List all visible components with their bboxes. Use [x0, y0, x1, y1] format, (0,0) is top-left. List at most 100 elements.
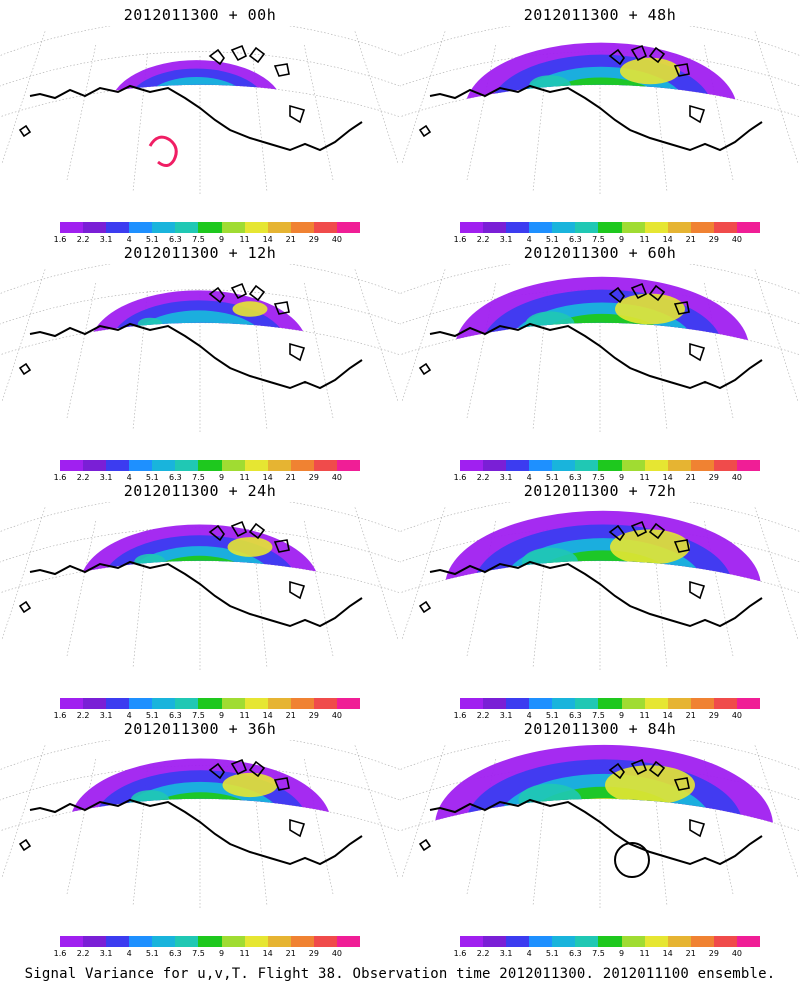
coastline	[429, 322, 763, 390]
coastline-islands	[18, 520, 306, 614]
colorbar-ticks: 1.6 2.2 3.1 4 5.1 6.3 7.5 9 11 14 21 29 40	[454, 711, 760, 721]
colorbar-ticks: 1.6 2.2 3.1 4 5.1 6.3 7.5 9 11 14 21 29 40	[454, 473, 760, 483]
colorbar-tick-label: 1.6	[53, 711, 67, 720]
colorbar-tick-label: 7.5	[592, 711, 605, 720]
colorbar-tick-label: 1.6	[53, 949, 67, 958]
colorbar-ticks: 1.6 2.2 3.1 4 5.1 6.3 7.5 9 11 14 21 29 40	[454, 949, 760, 959]
colorbar	[60, 698, 361, 709]
panel-title: 2012011300 + 84h	[523, 720, 677, 738]
colorbar-segment	[106, 936, 130, 947]
colorbar-segment	[290, 936, 314, 947]
colorbar-segment	[598, 936, 622, 947]
coastline-islands	[418, 520, 706, 614]
colorbar-tick-label: 9	[218, 235, 225, 244]
colorbar-segment	[598, 222, 622, 233]
variance-map	[400, 502, 800, 672]
colorbar-tick-label: 3.1	[499, 235, 513, 244]
colorbar-segment	[267, 222, 291, 233]
colorbar-tick-label: 29	[308, 949, 319, 958]
colorbar-segment	[83, 222, 107, 233]
colorbar-segment	[198, 698, 222, 709]
variance-map	[400, 26, 800, 196]
colorbar-tick-label: 6.3	[169, 711, 182, 720]
colorbar-tick-label: 11	[639, 235, 650, 244]
colorbar-tick-label: 40	[731, 473, 743, 482]
colorbar-segment	[667, 698, 691, 709]
panel-title: 2012011300 + 00h	[123, 6, 277, 24]
colorbar-segment	[267, 460, 291, 471]
colorbar-tick-label: 14	[262, 473, 273, 482]
colorbar-tick-label: 14	[262, 711, 273, 720]
colorbar-segment	[460, 222, 484, 233]
colorbar-segment	[313, 460, 337, 471]
colorbar-tick-label: 9	[618, 473, 625, 482]
colorbar-segment	[598, 698, 622, 709]
colorbar-tick-label: 5.1	[545, 235, 559, 244]
colorbar-tick-label: 3.1	[99, 473, 113, 482]
colorbar-segment	[221, 698, 245, 709]
colorbar-segment	[460, 698, 484, 709]
colorbar-segment	[336, 222, 361, 233]
colorbar-segment	[483, 460, 507, 471]
coastline	[429, 798, 763, 866]
colorbar-segment	[667, 222, 691, 233]
colorbar-tick-label: 3.1	[499, 711, 513, 720]
colorbar-segment	[221, 460, 245, 471]
colorbar-segment	[129, 698, 153, 709]
colorbar-segment	[336, 698, 361, 709]
coastline	[29, 322, 363, 390]
colorbar-tick-label: 11	[639, 949, 650, 958]
colorbar-tick-label: 6.3	[569, 473, 582, 482]
colorbar	[460, 698, 761, 709]
panel-72h: 2012011300 + 72h 1.6 2.2 3.1 4 5.1 6.3 7.5 9 11 1…	[400, 476, 800, 726]
colorbar-tick-label: 4	[126, 949, 132, 958]
variance-map	[400, 740, 800, 910]
colorbar-tick-label: 40	[331, 235, 343, 244]
colorbar-tick-label: 7.5	[192, 473, 205, 482]
colorbar-segment	[713, 222, 737, 233]
colorbar-tick-label: 11	[239, 711, 250, 720]
colorbar-ticks: 1.6 2.2 3.1 4 5.1 6.3 7.5 9 11 14 21 29 40	[54, 235, 360, 245]
colorbar-segment	[575, 460, 599, 471]
colorbar-segment	[152, 460, 176, 471]
colorbar-segment	[598, 460, 622, 471]
colorbar-segment	[244, 460, 268, 471]
colorbar-tick-label: 21	[685, 473, 696, 482]
coastline	[29, 560, 363, 628]
figure-caption: Signal Variance for u,v,T. Flight 38. Ob…	[24, 966, 776, 982]
colorbar-tick-label: 11	[239, 473, 250, 482]
colorbar-tick-label: 6.3	[569, 711, 582, 720]
colorbar	[60, 936, 361, 947]
map-graticule	[400, 264, 800, 434]
colorbar-segment	[60, 936, 84, 947]
colorbar-segment	[644, 222, 668, 233]
target-circle-marker	[614, 842, 650, 878]
coastline-islands	[418, 44, 706, 138]
colorbar-ticks: 1.6 2.2 3.1 4 5.1 6.3 7.5 9 11 14 21 29 40	[54, 949, 360, 959]
panel-title: 2012011300 + 12h	[123, 244, 277, 262]
colorbar-segment	[713, 698, 737, 709]
colorbar-tick-label: 21	[685, 235, 696, 244]
colorbar	[460, 222, 761, 233]
colorbar-tick-label: 11	[239, 235, 250, 244]
colorbar-tick-label: 3.1	[99, 949, 113, 958]
colorbar-tick-label: 7.5	[592, 949, 605, 958]
variance-map	[0, 740, 400, 910]
colorbar-tick-label: 6.3	[569, 949, 582, 958]
colorbar-tick-label: 2.2	[476, 711, 490, 720]
colorbar-segment	[575, 222, 599, 233]
colorbar-segment	[175, 222, 199, 233]
colorbar	[460, 936, 761, 947]
colorbar-segment	[483, 698, 507, 709]
colorbar-tick-label: 14	[262, 235, 273, 244]
panel-60h: 2012011300 + 60h 1.6 2.2 3.1 4 5.1 6.3 7.5 9 11 1…	[400, 238, 800, 488]
colorbar-ticks: 1.6 2.2 3.1 4 5.1 6.3 7.5 9 11 14 21 29 40	[54, 473, 360, 483]
colorbar-tick-label: 7.5	[192, 711, 205, 720]
colorbar-tick-label: 1.6	[453, 473, 467, 482]
colorbar-segment	[690, 698, 714, 709]
colorbar-tick-label: 6.3	[569, 235, 582, 244]
colorbar-tick-label: 1.6	[53, 235, 67, 244]
colorbar-tick-label: 6.3	[169, 473, 182, 482]
colorbar-tick-label: 7.5	[192, 949, 205, 958]
colorbar-tick-label: 2.2	[476, 473, 490, 482]
